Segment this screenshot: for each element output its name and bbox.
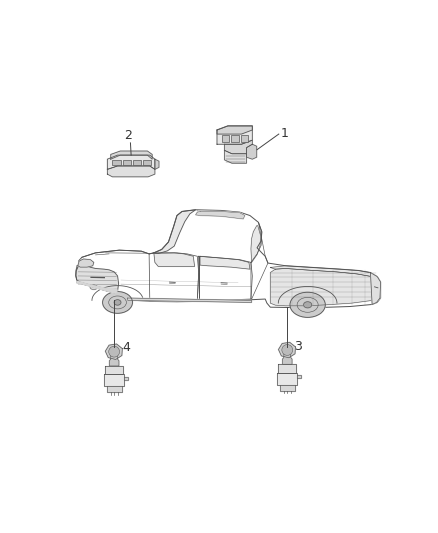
Ellipse shape <box>102 292 132 313</box>
Bar <box>143 160 151 165</box>
Polygon shape <box>224 140 252 154</box>
Polygon shape <box>251 225 261 262</box>
Ellipse shape <box>90 285 98 289</box>
Bar <box>231 135 239 142</box>
Text: 4: 4 <box>122 342 130 354</box>
Polygon shape <box>107 386 122 392</box>
Polygon shape <box>247 144 257 159</box>
Polygon shape <box>283 350 292 364</box>
Polygon shape <box>224 150 247 163</box>
Polygon shape <box>279 342 295 358</box>
Polygon shape <box>76 264 119 293</box>
Bar <box>123 160 131 165</box>
Polygon shape <box>371 272 381 304</box>
Polygon shape <box>270 269 377 306</box>
Polygon shape <box>270 266 379 279</box>
Ellipse shape <box>114 300 121 305</box>
Bar <box>133 160 141 165</box>
Polygon shape <box>128 298 251 302</box>
Ellipse shape <box>304 302 312 308</box>
Polygon shape <box>104 374 124 386</box>
Text: 3: 3 <box>294 340 302 353</box>
Bar <box>222 135 229 142</box>
Polygon shape <box>277 373 297 385</box>
Ellipse shape <box>290 292 325 317</box>
Polygon shape <box>105 366 123 374</box>
Polygon shape <box>154 253 194 266</box>
Polygon shape <box>279 364 296 373</box>
Circle shape <box>282 344 293 356</box>
Polygon shape <box>217 126 252 134</box>
Polygon shape <box>297 375 301 378</box>
Polygon shape <box>110 352 119 366</box>
Polygon shape <box>200 256 250 269</box>
Polygon shape <box>280 385 295 391</box>
Text: 2: 2 <box>124 129 132 142</box>
Polygon shape <box>107 155 155 169</box>
Polygon shape <box>196 212 245 219</box>
Polygon shape <box>217 126 252 144</box>
Bar <box>241 135 248 142</box>
Polygon shape <box>106 344 122 359</box>
Polygon shape <box>111 151 152 159</box>
Polygon shape <box>155 159 159 169</box>
Bar <box>113 160 120 165</box>
Polygon shape <box>124 377 128 380</box>
Polygon shape <box>77 281 117 293</box>
Text: 1: 1 <box>280 127 288 140</box>
Polygon shape <box>78 259 94 267</box>
Circle shape <box>109 346 120 357</box>
Polygon shape <box>154 210 196 254</box>
Polygon shape <box>107 166 155 177</box>
